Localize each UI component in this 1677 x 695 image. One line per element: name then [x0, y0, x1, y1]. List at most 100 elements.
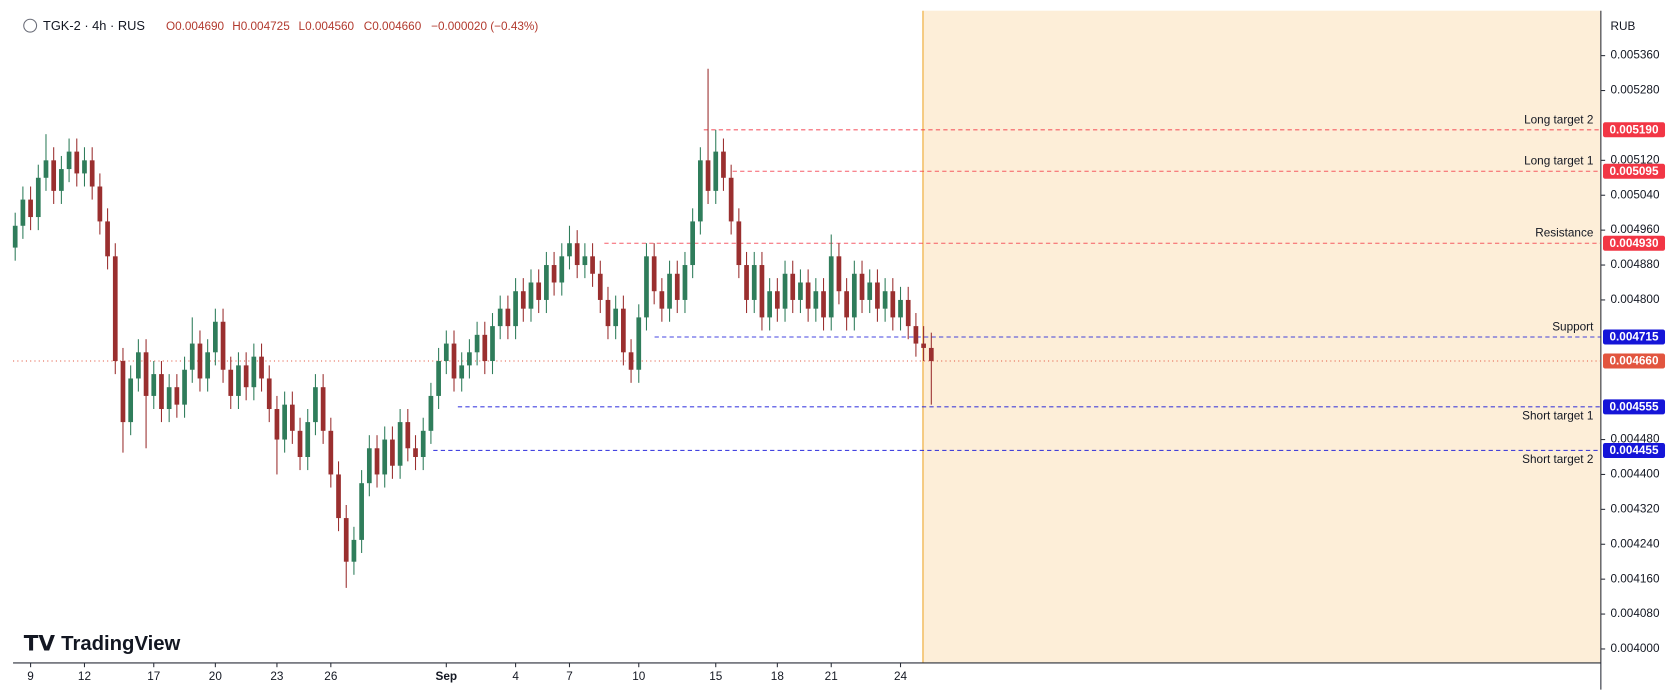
candle-body: [821, 291, 826, 318]
candle-body: [35, 177, 41, 218]
candle-body: [189, 343, 195, 370]
candle-body: [105, 221, 110, 257]
x-tick-label: 7: [566, 670, 573, 683]
candle-body: [767, 291, 772, 318]
candle-body: [798, 282, 803, 300]
candle-body: [751, 265, 757, 300]
price-tag: [1603, 442, 1666, 458]
candle-body: [205, 352, 211, 379]
candle-body: [428, 395, 434, 431]
candle-body: [867, 282, 873, 300]
price-tag-label: 0.004455: [1609, 444, 1658, 457]
x-tick-label: 15: [709, 670, 723, 683]
candle-body: [112, 256, 118, 362]
ohlc-change: −0.000020 (−0.43%): [431, 20, 538, 33]
candle-body: [405, 422, 411, 449]
candle-body: [328, 430, 334, 475]
ohlc-high: H0.004725: [232, 20, 290, 33]
candle-body: [659, 291, 665, 309]
level-name: Short target 2: [1522, 453, 1593, 466]
candle-body: [259, 356, 264, 379]
candle-body: [128, 378, 134, 423]
price-tag: [1603, 122, 1666, 138]
candle-body: [443, 343, 449, 362]
candle-body: [828, 256, 834, 318]
y-tick-label: 0.005120: [1610, 153, 1659, 166]
candle-body: [382, 439, 388, 475]
levels-layer: Long target 2 Long target 1 Resistance Supp…: [13, 113, 1601, 466]
axis-layer: 0.005360 0.005280 0.005120 0.005040 0.004960…: [27, 49, 1666, 683]
candle-body: [782, 273, 788, 309]
candle-body: [436, 361, 441, 396]
candle-body: [459, 365, 465, 379]
y-tick-label: 0.005280: [1610, 84, 1659, 97]
candle-body: [528, 282, 534, 309]
candle-body: [582, 256, 588, 266]
candle-body: [366, 448, 372, 484]
y-tick-label: 0.004160: [1610, 572, 1659, 585]
candle-body: [690, 221, 696, 266]
candle-body: [374, 448, 380, 475]
candle-body: [28, 199, 33, 218]
candle-body: [628, 352, 634, 370]
candle-body: [82, 160, 87, 174]
currency: RUB: [1610, 20, 1635, 33]
candle-body: [159, 374, 164, 410]
candle-body: [467, 352, 472, 366]
candle-body: [66, 151, 72, 170]
candle-body: [636, 317, 642, 370]
candle-body: [397, 422, 403, 466]
candle-body: [544, 265, 549, 300]
candle-body: [51, 160, 57, 191]
price-tag: [1603, 163, 1666, 179]
y-tick-label: 0.004400: [1610, 468, 1659, 481]
level-name: Long target 2: [1524, 113, 1593, 126]
x-tick-label: Sep: [436, 670, 458, 683]
candle-body: [605, 299, 611, 327]
candle-body: [166, 387, 172, 410]
candle-body: [851, 273, 857, 318]
candle-body: [420, 430, 426, 458]
symbol: TGK-2 · 4h · RUS: [43, 18, 145, 33]
candle-body: [413, 448, 418, 458]
price-tag-label: 0.004715: [1609, 331, 1658, 344]
price-tag-label: 0.005095: [1609, 165, 1658, 178]
candle-body: [721, 151, 726, 178]
y-tick-label: 0.004000: [1610, 642, 1659, 655]
price-tag: [1603, 235, 1666, 251]
candle-body: [805, 282, 811, 309]
watermark-logo: 𝗧𝗩: [24, 631, 56, 655]
y-tick-label: 0.004080: [1610, 607, 1659, 620]
candle-body: [898, 299, 903, 318]
candle-body: [728, 177, 734, 222]
candle-body: [359, 483, 364, 540]
candle-body: [736, 221, 742, 266]
candles-layer: [12, 68, 934, 588]
y-tick-label: 0.004480: [1610, 433, 1659, 446]
price-tag-label: 0.004555: [1609, 400, 1658, 413]
watermark: 𝗧𝗩 TradingView: [24, 631, 181, 655]
price-tag-label: 0.005190: [1609, 123, 1658, 136]
candle-body: [905, 299, 911, 327]
candle-body: [644, 256, 649, 318]
candle-body: [97, 186, 103, 222]
candle-body: [213, 321, 218, 353]
candle-body: [844, 291, 849, 318]
level-name: Resistance: [1535, 227, 1594, 240]
candle-body: [759, 265, 765, 318]
price-tag-label: 0.004930: [1609, 237, 1658, 250]
candle-body: [497, 308, 503, 327]
candle-body: [274, 409, 280, 440]
candle-body: [474, 334, 480, 353]
y-tick-label: 0.004240: [1610, 537, 1659, 550]
ohlc-close: C0.004660: [364, 20, 422, 33]
candle-body: [282, 404, 287, 440]
candle-body: [266, 378, 272, 410]
x-tick-label: 12: [78, 670, 91, 683]
candle-body: [151, 374, 157, 396]
last-price-tag: [1603, 353, 1666, 369]
candle-body: [451, 343, 457, 379]
last-price-tag-label: 0.004660: [1609, 355, 1658, 368]
